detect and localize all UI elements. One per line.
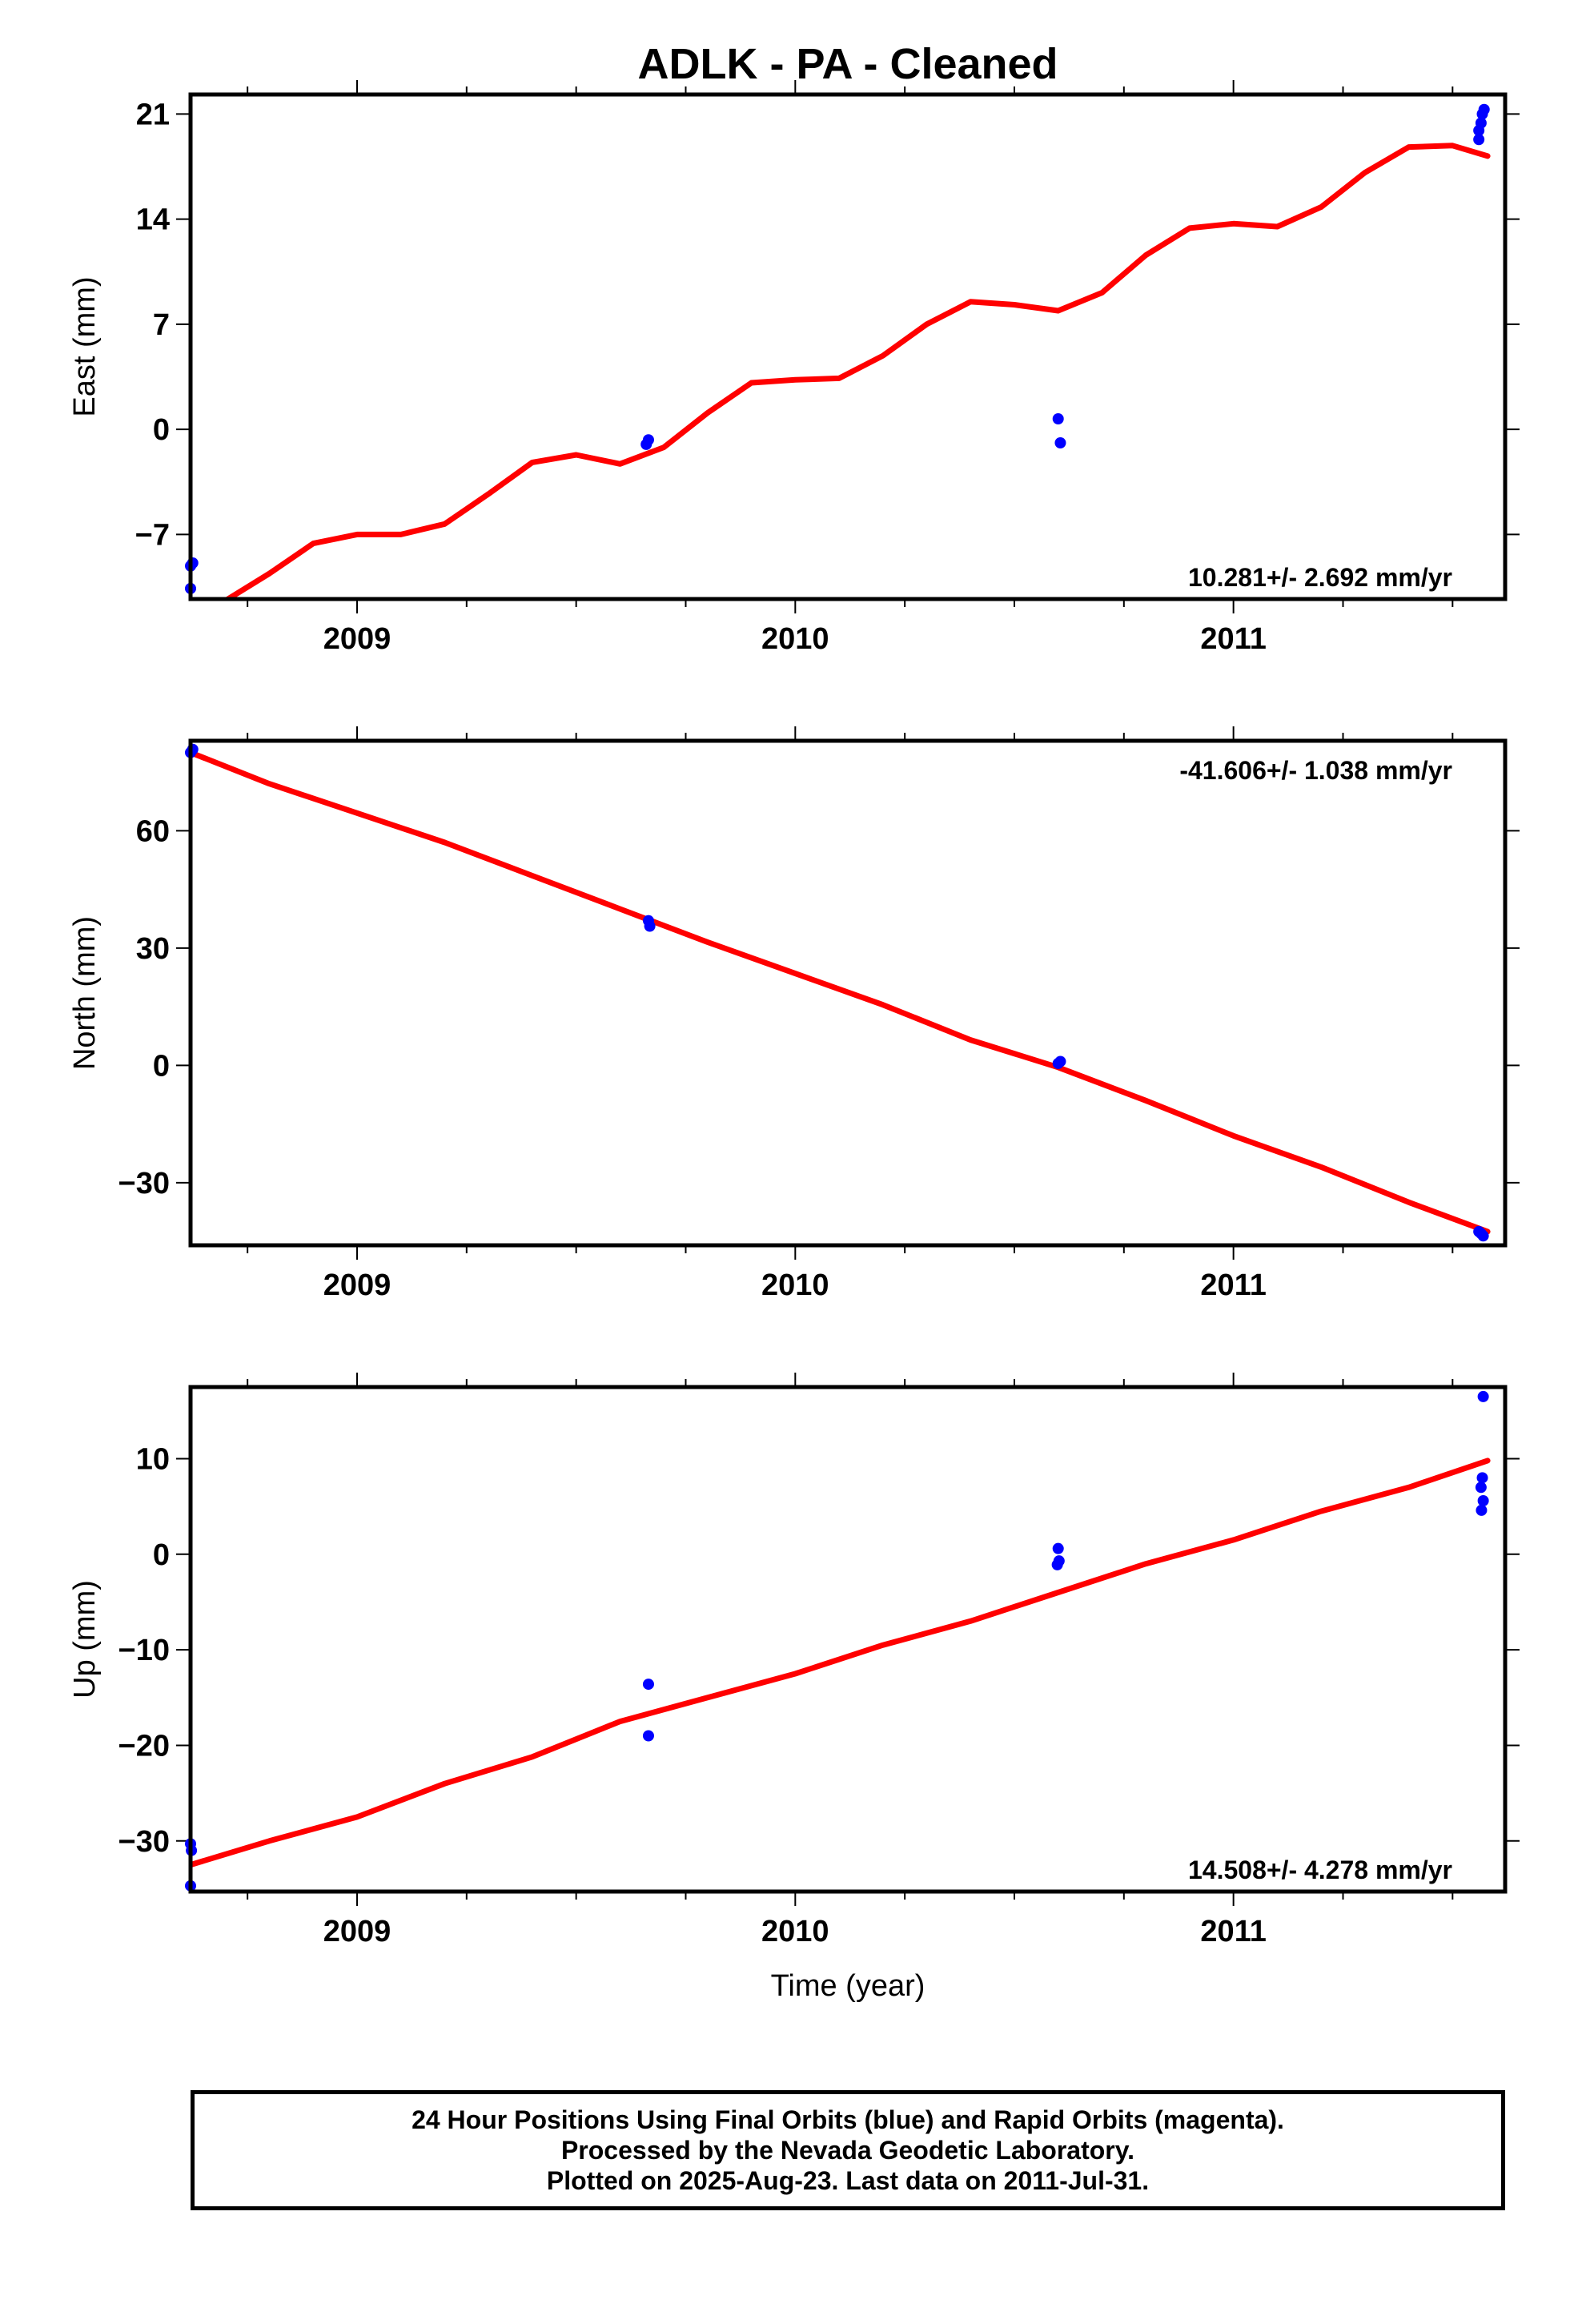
footer-line-processed: Processed by the Nevada Geodetic Laborat… (560, 2136, 1135, 2165)
north-data-point (644, 920, 656, 932)
y-tick-label: −20 (118, 1729, 170, 1763)
up-data-point (642, 1679, 654, 1691)
y-tick-label: 0 (153, 413, 170, 447)
chart-title: ADLK - PA - Cleaned (637, 40, 1058, 88)
east-data-point (642, 434, 654, 446)
east-data-point (1478, 103, 1490, 115)
up-data-point (1475, 1482, 1487, 1494)
x-tick-label: 2009 (323, 1269, 391, 1302)
up-data-point (1477, 1390, 1489, 1402)
up-data-point (1476, 1504, 1488, 1516)
y-axis-label: Up (mm) (68, 1580, 102, 1699)
y-tick-label: −30 (118, 1167, 170, 1200)
footer-line-orbits: 24 Hour Positions Using Final Orbits (bl… (412, 2105, 1284, 2134)
x-tick-label: 2011 (1200, 1915, 1266, 1948)
y-tick-label: −10 (118, 1634, 170, 1667)
y-tick-label: −7 (135, 518, 170, 552)
east-plot-frame (188, 92, 1508, 601)
x-tick-label: 2010 (761, 1915, 829, 1948)
x-axis-label: Time (year) (771, 1969, 926, 2003)
y-tick-label: 7 (153, 308, 170, 342)
up-data-point (1476, 1472, 1488, 1484)
north-data-point (1477, 1230, 1489, 1242)
east-rate-annotation: 10.281+/- 2.692 mm/yr (1188, 563, 1452, 592)
north-rate-annotation: -41.606+/- 1.038 mm/yr (1179, 756, 1452, 785)
y-axis-label: East (mm) (68, 276, 102, 416)
footer-info-box: 24 Hour Positions Using Final Orbits (bl… (191, 2090, 1505, 2210)
north-panel: 2009 2010 2011 −30 0 30 60 North (mm) -41.606+/-… (68, 726, 1520, 1302)
up-fit-line (191, 1458, 1491, 1868)
y-tick-label: −30 (118, 1825, 170, 1859)
up-panel: 2009 2010 2011 −30 −20 −10 0 10 Up (mm) Time (yea… (68, 1373, 1520, 2003)
y-tick-label: 30 (136, 932, 170, 966)
y-tick-label: 10 (136, 1442, 170, 1476)
up-data-point (1052, 1542, 1064, 1554)
east-data-point (1052, 413, 1064, 424)
x-tick-label: 2009 (323, 622, 391, 656)
x-tick-label: 2010 (761, 622, 829, 656)
y-tick-label: 0 (153, 1538, 170, 1572)
x-tick-label: 2011 (1200, 622, 1266, 656)
east-data-point (1473, 134, 1485, 146)
north-data-point (1054, 1055, 1066, 1068)
y-axis-label: North (mm) (68, 916, 102, 1070)
up-data-point (642, 1730, 654, 1742)
footer-line-plotted: Plotted on 2025-Aug-23. Last data on 201… (546, 2166, 1150, 2195)
y-tick-label: 0 (153, 1049, 170, 1083)
east-data-point (1475, 117, 1487, 129)
y-tick-label: 60 (136, 814, 170, 848)
up-plot-frame (188, 1385, 1508, 1894)
up-data-point (1051, 1558, 1063, 1570)
y-tick-label: 14 (136, 203, 170, 237)
east-panel: 2009 2010 2011 −7 0 7 14 21 East (mm) 10.281+/- 2… (68, 80, 1520, 656)
east-data-point (1054, 437, 1066, 448)
up-data-point (1477, 1494, 1489, 1506)
x-tick-label: 2011 (1200, 1269, 1266, 1302)
north-fit-line (191, 750, 1491, 1235)
north-plot-frame (188, 738, 1508, 1248)
x-tick-label: 2009 (323, 1915, 391, 1948)
east-fit-line (218, 143, 1491, 599)
x-tick-label: 2010 (761, 1269, 829, 1302)
up-rate-annotation: 14.508+/- 4.278 mm/yr (1188, 1856, 1452, 1884)
y-tick-label: 21 (136, 98, 170, 131)
